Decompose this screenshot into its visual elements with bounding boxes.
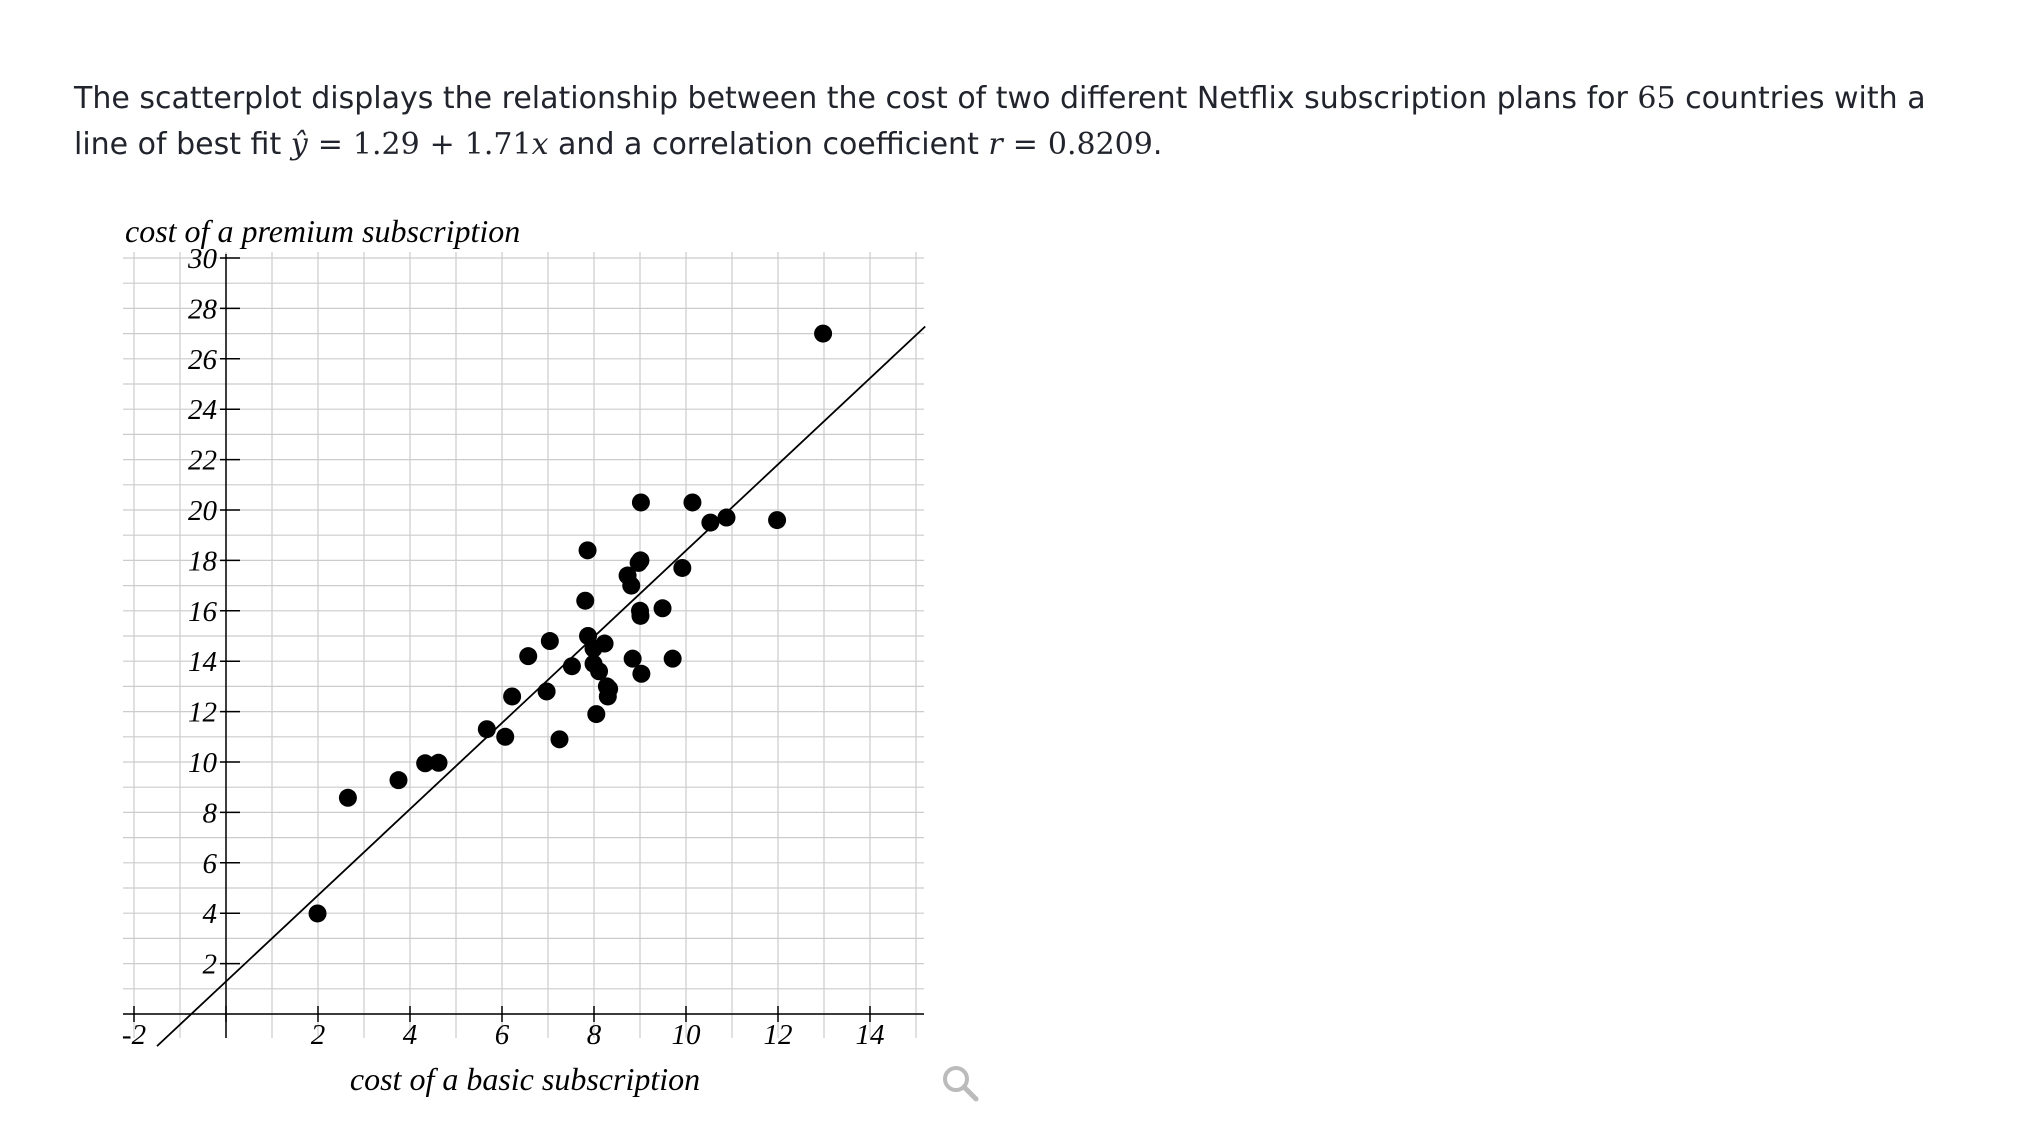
data-point bbox=[389, 771, 408, 790]
data-point bbox=[416, 754, 435, 773]
y-tick-label: 18 bbox=[188, 545, 218, 577]
question-text: The scatterplot displays the relationshi… bbox=[74, 76, 1974, 168]
data-point bbox=[600, 679, 619, 698]
y-tick-label: 4 bbox=[203, 898, 218, 930]
regression-equation: ŷ = 1.29 +1.71x bbox=[291, 127, 549, 162]
y-tick-label: 2 bbox=[203, 949, 218, 981]
country-count: 65 bbox=[1637, 81, 1676, 116]
y-tick-label: 20 bbox=[188, 495, 218, 527]
data-point bbox=[683, 493, 702, 512]
correlation-value: 0.8209 bbox=[1047, 127, 1153, 162]
correlation-expression: r = 0.8209 bbox=[988, 127, 1152, 162]
question-part: and a correlation coefficient bbox=[548, 127, 989, 162]
r-symbol: r bbox=[988, 127, 1003, 162]
data-point bbox=[578, 541, 597, 560]
magnifier-icon[interactable] bbox=[941, 1064, 979, 1102]
y-tick-label: 24 bbox=[188, 394, 217, 426]
data-point bbox=[338, 788, 357, 807]
x-tick-label: 4 bbox=[403, 1019, 418, 1051]
equals-sign: = bbox=[1012, 127, 1038, 162]
data-point bbox=[701, 513, 720, 532]
data-point bbox=[632, 664, 651, 683]
data-point bbox=[768, 511, 787, 530]
equals-sign: = bbox=[317, 127, 343, 162]
data-point bbox=[631, 606, 650, 625]
x-axis-title: cost of a basic subscription bbox=[350, 1061, 700, 1097]
data-point bbox=[537, 682, 556, 701]
data-point bbox=[653, 599, 672, 618]
y-tick-label: 28 bbox=[188, 293, 218, 325]
y-tick-label: 26 bbox=[188, 344, 218, 376]
data-point bbox=[590, 662, 609, 681]
data-point bbox=[576, 591, 595, 610]
x-tick-label: 6 bbox=[495, 1019, 510, 1051]
yhat-symbol: ŷ bbox=[290, 127, 308, 162]
x-tick-label: 8 bbox=[587, 1019, 602, 1051]
x-tick-label: 12 bbox=[764, 1019, 793, 1051]
data-point bbox=[429, 753, 448, 772]
data-point bbox=[623, 649, 642, 668]
data-point bbox=[717, 508, 736, 527]
data-point bbox=[587, 705, 606, 724]
y-tick-label: 8 bbox=[203, 797, 218, 829]
x-tick-label: -2 bbox=[122, 1019, 146, 1051]
y-tick-label: 12 bbox=[188, 697, 217, 729]
data-point bbox=[562, 657, 581, 676]
y-tick-label: 10 bbox=[188, 747, 218, 779]
data-point bbox=[308, 904, 327, 923]
data-point bbox=[622, 576, 641, 595]
x-tick-label: 2 bbox=[311, 1019, 326, 1051]
y-axis-title: cost of a premium subscription bbox=[125, 213, 520, 249]
x-variable: x bbox=[531, 127, 549, 162]
intercept-value: 1.29 bbox=[352, 127, 420, 162]
plus-sign: + bbox=[429, 127, 455, 162]
x-tick-label: 10 bbox=[672, 1019, 702, 1051]
data-point bbox=[595, 634, 614, 653]
y-tick-label: 22 bbox=[188, 445, 217, 477]
question-part: The scatterplot displays the relationshi… bbox=[74, 81, 1638, 116]
data-point bbox=[663, 649, 682, 668]
x-tick-label: 14 bbox=[856, 1019, 885, 1051]
data-point bbox=[550, 730, 569, 749]
data-point bbox=[814, 324, 833, 343]
data-point bbox=[496, 727, 515, 746]
axes bbox=[123, 254, 924, 1038]
data-point bbox=[477, 720, 496, 739]
slope-value: 1.71 bbox=[464, 127, 532, 162]
y-tick-label: 30 bbox=[187, 243, 218, 275]
question-part: countries with a line of best fit bbox=[74, 81, 1926, 162]
data-point bbox=[503, 687, 522, 706]
data-points bbox=[308, 324, 833, 923]
y-tick-label: 16 bbox=[188, 596, 218, 628]
data-point bbox=[631, 551, 650, 570]
data-point bbox=[673, 558, 692, 577]
y-tick-label: 14 bbox=[188, 646, 217, 678]
data-point bbox=[519, 647, 538, 666]
data-point bbox=[540, 632, 559, 651]
question-part: . bbox=[1152, 127, 1163, 162]
grid bbox=[123, 252, 924, 1038]
y-tick-label: 6 bbox=[203, 848, 218, 880]
data-point bbox=[631, 493, 650, 512]
